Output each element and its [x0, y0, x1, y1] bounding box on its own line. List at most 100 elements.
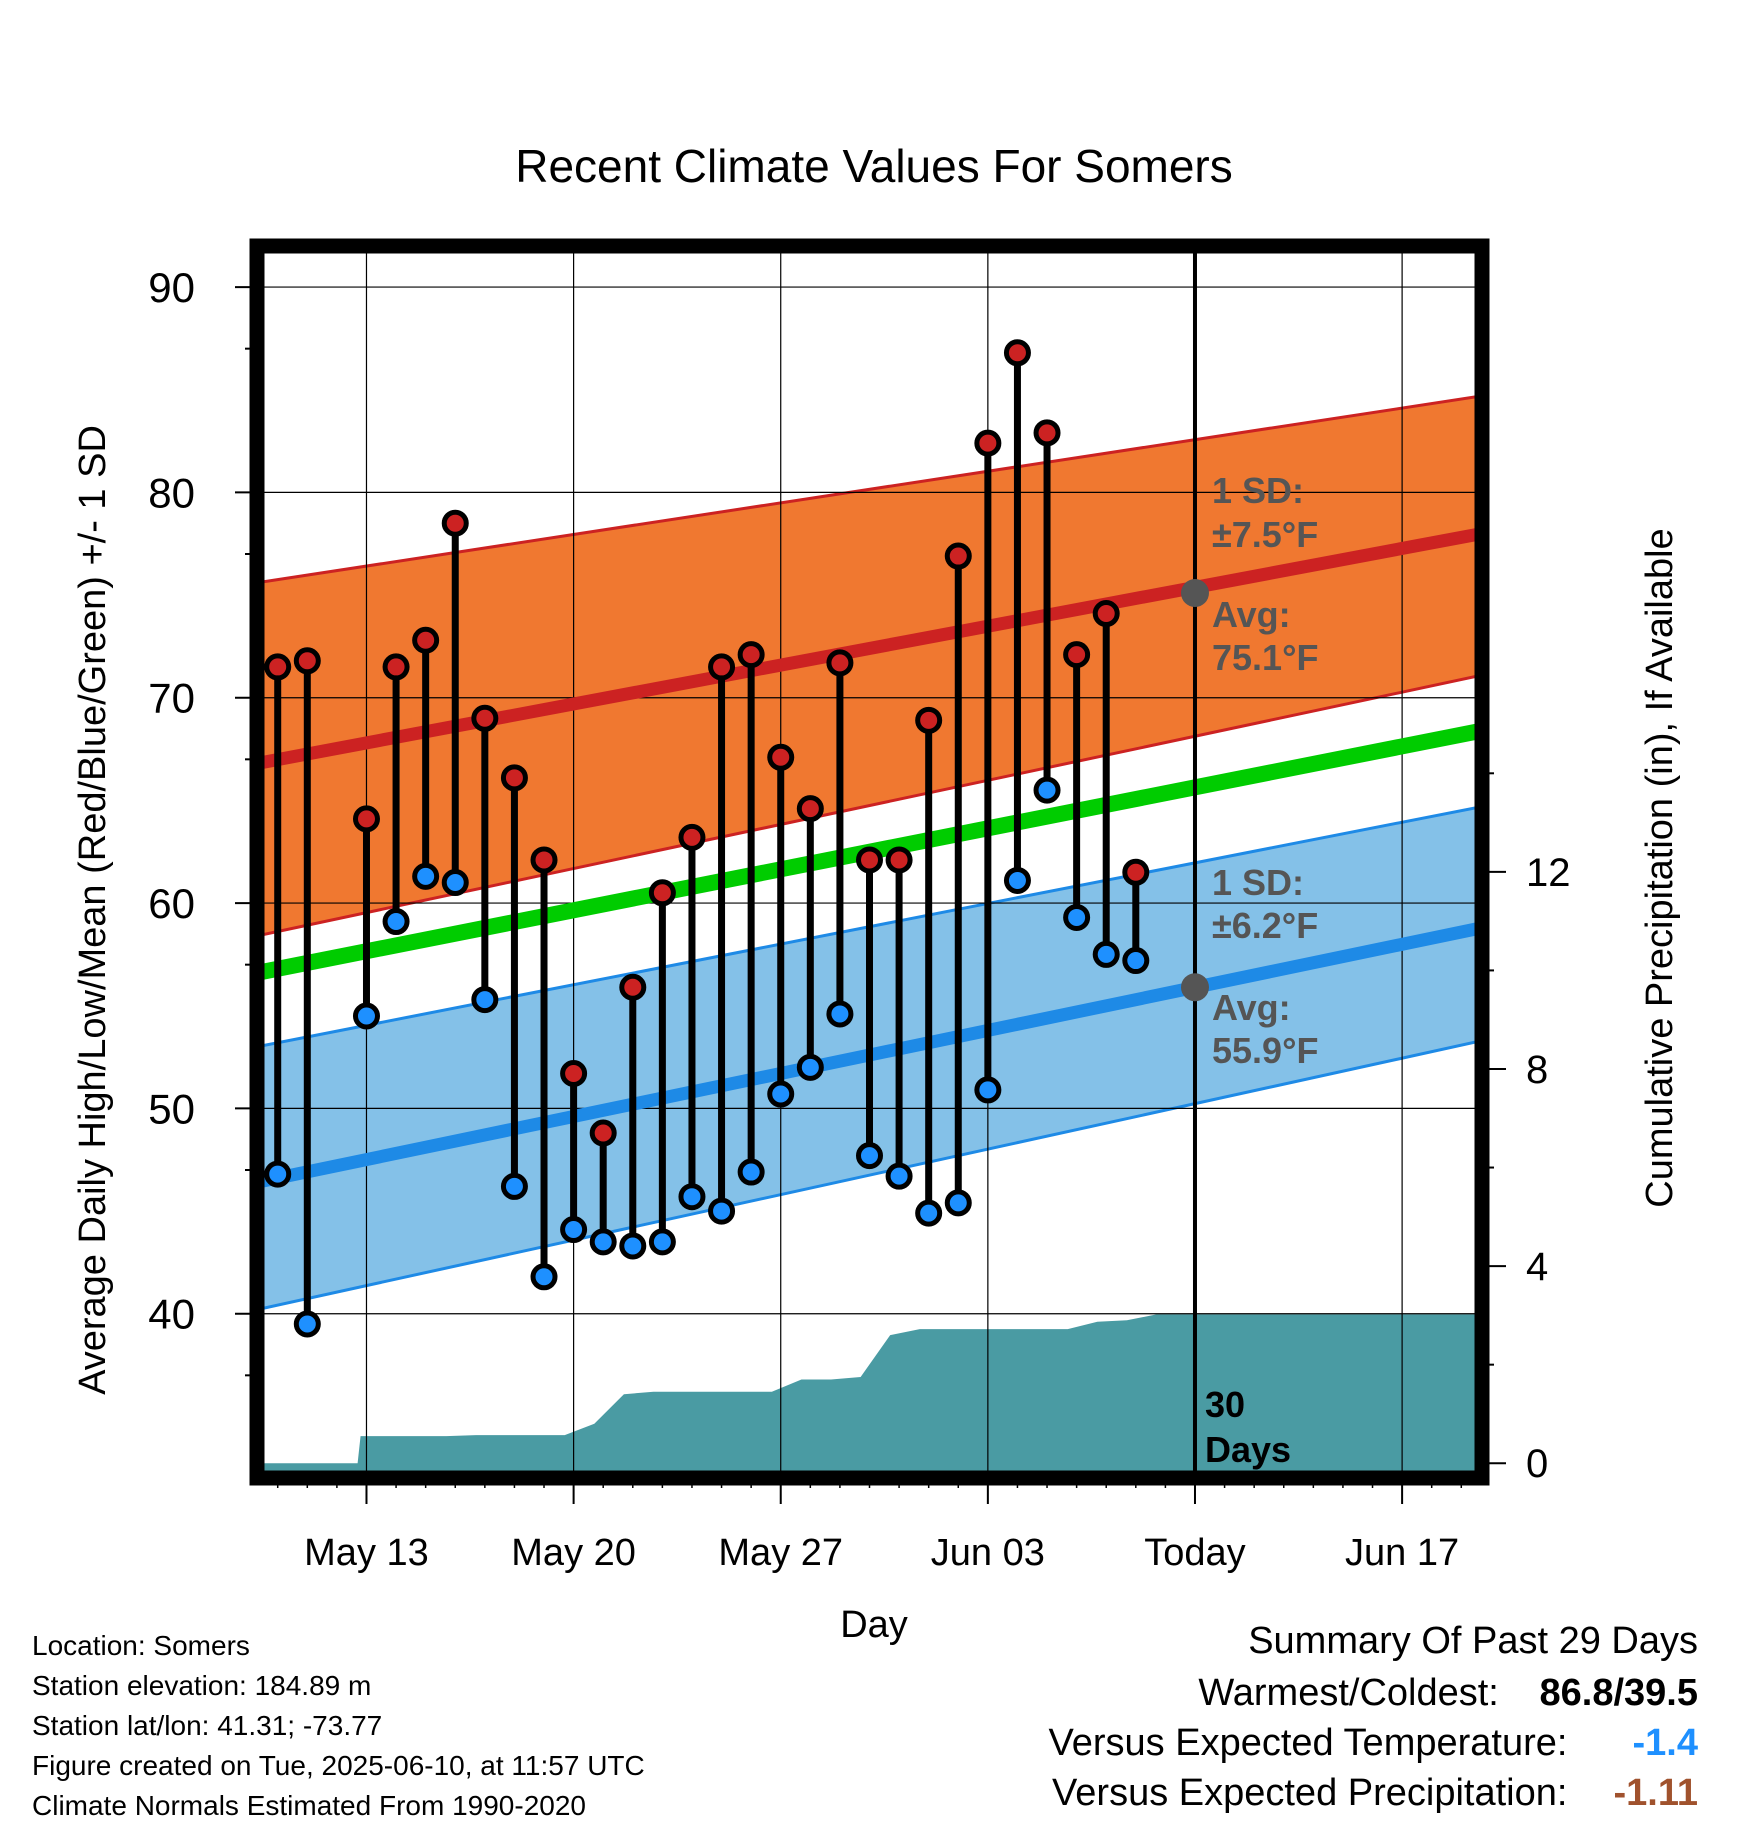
high-temp-point: [441, 509, 469, 537]
low-temp-point: [767, 1080, 795, 1108]
high-temp-point: [382, 653, 410, 681]
low-temp-point: [944, 1189, 972, 1217]
y-right-tick-label: 4: [1526, 1245, 1548, 1289]
y-left-tick-label: 40: [148, 1291, 195, 1338]
low-avg-label: Avg:: [1212, 987, 1291, 1028]
x-tick-label: Jun 03: [931, 1532, 1045, 1574]
y-left-tick-label: 90: [148, 264, 195, 311]
summary-temp: Versus Expected Temperature: -1.4: [1049, 1722, 1698, 1765]
low-temp-point: [678, 1183, 706, 1211]
high-temp-point: [648, 879, 676, 907]
info-created: Figure created on Tue, 2025-06-10, at 11…: [32, 1750, 645, 1781]
high-temp-point: [293, 647, 321, 675]
y-axis-right-label: Cumulative Precipitation (in), If Availa…: [1639, 528, 1681, 1207]
x-tick-label: Jun 17: [1345, 1532, 1459, 1574]
low-temp-point: [530, 1263, 558, 1291]
high-band-upper-edge: [257, 394, 1482, 585]
high-temp-point: [1033, 419, 1061, 447]
low-temp-point: [708, 1197, 736, 1225]
days-count: 30: [1205, 1384, 1245, 1425]
low-temp-point: [885, 1162, 913, 1190]
low-temp-point: [264, 1160, 292, 1188]
y-left-tick-label: 80: [148, 469, 195, 516]
high-temp-point: [589, 1119, 617, 1147]
low-temp-point: [1003, 866, 1031, 894]
warm-cold-label: Warmest/Coldest:: [1198, 1672, 1499, 1714]
low-temp-point: [1092, 940, 1120, 968]
y-left-tick-label: 70: [148, 675, 195, 722]
low-temp-point: [471, 986, 499, 1014]
high-temp-point: [500, 764, 528, 792]
axes: 40 50 60 70 80 90 0 4 8 12 May 13 May 20 May 27 Jun 0…: [148, 238, 1571, 1574]
high-temp-point: [471, 704, 499, 732]
days-word: Days: [1205, 1429, 1291, 1470]
high-temp-point: [856, 846, 883, 874]
low-temp-point: [500, 1172, 528, 1200]
y-left-tick-label: 50: [148, 1085, 195, 1132]
high-temp-point: [678, 823, 706, 851]
high-temp-point: [826, 649, 854, 677]
precip-value: -1.11: [1613, 1772, 1698, 1814]
high-temp-point: [352, 805, 380, 833]
x-tick-label: May 13: [304, 1532, 429, 1574]
high-temp-point: [560, 1059, 588, 1087]
low-temp-point: [796, 1053, 824, 1081]
high-temp-point: [1122, 858, 1150, 886]
high-temp-point: [974, 429, 1002, 457]
low-temp-point: [1033, 776, 1061, 804]
low-temp-point: [412, 862, 440, 890]
low-temp-point: [619, 1232, 647, 1260]
precipitation-area: [257, 1314, 1482, 1478]
low-sd-value: ±6.2°F: [1212, 905, 1318, 946]
temp-label: Versus Expected Temperature:: [1048, 1722, 1568, 1764]
low-temp-point: [915, 1199, 943, 1227]
x-tick-label: Today: [1144, 1532, 1245, 1574]
low-temp-point: [382, 908, 410, 936]
low-temp-point: [1063, 903, 1091, 931]
high-sd-value: ±7.5°F: [1212, 514, 1318, 555]
high-temp-point: [1092, 600, 1120, 628]
low-avg-value: 55.9°F: [1212, 1030, 1318, 1071]
info-latlon: Station lat/lon: 41.31; -73.77: [32, 1710, 383, 1741]
low-temp-point: [856, 1142, 883, 1170]
high-temp-point: [737, 641, 765, 669]
high-temp-point: [944, 542, 972, 570]
high-temp-point: [530, 846, 558, 874]
info-elevation: Station elevation: 184.89 m: [32, 1670, 372, 1701]
high-temp-point: [915, 706, 943, 734]
high-temp-point: [412, 626, 440, 654]
x-tick-label: May 27: [718, 1532, 843, 1574]
low-temp-point: [826, 1000, 854, 1028]
plot-area: [257, 246, 1482, 1478]
low-temp-point: [589, 1228, 617, 1256]
high-temp-point: [708, 653, 736, 681]
precip-label: Versus Expected Precipitation:: [1052, 1772, 1568, 1814]
high-normal-line: [257, 527, 1482, 770]
low-temp-point: [441, 869, 469, 897]
high-sd-band: [257, 395, 1482, 936]
today-high-avg-dot: [1180, 579, 1209, 608]
low-temp-point: [560, 1216, 588, 1244]
high-avg-value: 75.1°F: [1212, 637, 1318, 678]
summary-heading: Summary Of Past 29 Days: [1248, 1620, 1698, 1662]
low-temp-point: [737, 1158, 765, 1186]
y-right-tick-label: 12: [1526, 851, 1571, 895]
annotations: 1 SD: ±7.5°F Avg: 75.1°F 1 SD: ±6.2°F Av…: [1205, 470, 1318, 1470]
warm-cold-value: 86.8/39.5: [1539, 1672, 1698, 1714]
summary-precip: Versus Expected Precipitation: -1.11: [1052, 1772, 1698, 1815]
high-temp-point: [619, 973, 647, 1001]
high-temp-point: [796, 795, 824, 823]
temp-value: -1.4: [1632, 1722, 1698, 1764]
high-temp-point: [1003, 339, 1031, 367]
y-axis-left-label: Average Daily High/Low/Mean (Red/Blue/Gr…: [72, 425, 114, 1395]
today-low-avg-dot: [1180, 973, 1209, 1002]
low-temp-point: [352, 1002, 380, 1030]
info-location: Location: Somers: [32, 1630, 250, 1661]
low-temp-point: [1122, 947, 1150, 975]
high-temp-point: [264, 653, 292, 681]
low-band-lower-edge: [257, 1039, 1482, 1312]
high-temp-point: [1063, 641, 1091, 669]
summary-warm-cold: Warmest/Coldest: 86.8/39.5: [1198, 1672, 1698, 1715]
low-sd-label: 1 SD:: [1212, 862, 1304, 903]
